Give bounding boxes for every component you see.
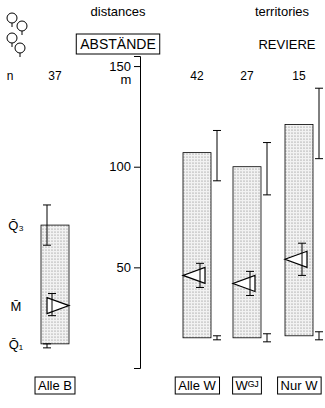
- error-bar-cap: [315, 158, 323, 159]
- error-bar-cap: [263, 341, 271, 342]
- error-bar-cap: [298, 275, 306, 276]
- category-label: Wᴳᴶ: [236, 378, 259, 393]
- error-bar: [213, 336, 221, 340]
- annotation: REVIERE: [258, 37, 315, 52]
- error-bar-line: [217, 336, 218, 340]
- error-bar-cap: [43, 347, 51, 348]
- title: ABSTÄNDE: [80, 36, 155, 52]
- error-bar-line: [319, 332, 320, 340]
- error-bar-cap: [48, 293, 56, 294]
- error-bar-cap: [43, 204, 51, 205]
- category-label: Alle W: [178, 378, 216, 393]
- stat-label: M̄: [11, 299, 22, 314]
- stat-label: Q̄₃: [8, 218, 23, 233]
- error-bar-cap: [315, 88, 323, 89]
- category-label: Alle B: [38, 378, 72, 393]
- median-marker: [47, 298, 69, 314]
- label-box: [233, 377, 262, 394]
- error-bar: [315, 88, 323, 158]
- tick-mark: [134, 66, 140, 67]
- error-bar: [43, 205, 51, 245]
- annotation: n: [7, 69, 14, 83]
- error-bar-line: [319, 88, 320, 158]
- label-box: [35, 377, 75, 394]
- tick-mark: [134, 267, 140, 268]
- error-bar-line: [302, 243, 303, 275]
- error-bar-line: [217, 130, 218, 180]
- error-bar: [246, 271, 254, 295]
- error-bar: [315, 332, 323, 340]
- error-bar-cap: [263, 142, 271, 143]
- error-bar: [213, 130, 221, 180]
- tick: 100: [109, 159, 140, 174]
- category-label: Nur W: [281, 378, 319, 393]
- label-box: [175, 377, 219, 394]
- error-bar-cap: [298, 243, 306, 244]
- median-marker: [183, 267, 205, 283]
- plot-area: [41, 88, 323, 348]
- tick-label: 50: [117, 260, 131, 275]
- error-bar-cap: [213, 130, 221, 131]
- tick-label: 100: [109, 159, 131, 174]
- error-bar-line: [267, 143, 268, 195]
- tree-icon: [7, 13, 17, 23]
- n-label: 27: [240, 69, 254, 83]
- tree-icon: [22, 31, 23, 35]
- error-bar: [298, 243, 306, 275]
- tree-icon: [17, 21, 27, 31]
- error-bar: [48, 294, 56, 316]
- error-bar-cap: [196, 287, 204, 288]
- error-bar: [196, 263, 204, 287]
- tree-icon: [20, 53, 21, 57]
- box: [285, 124, 313, 335]
- n-label: 15: [292, 69, 306, 83]
- tick-mark: [134, 167, 140, 168]
- tree-icon: [12, 23, 13, 27]
- label-box: [278, 377, 322, 394]
- error-bar: [43, 344, 51, 348]
- error-bar-cap: [196, 263, 204, 264]
- title-box: [76, 34, 159, 54]
- tree-icon: [12, 43, 13, 47]
- n-label: 42: [190, 69, 204, 83]
- annotation: territories: [255, 4, 310, 19]
- error-bar: [263, 334, 271, 342]
- box: [41, 225, 69, 344]
- error-bar-cap: [315, 331, 323, 332]
- axis-title: m: [121, 72, 132, 87]
- error-bar-cap: [315, 339, 323, 340]
- chart: distances ABSTÄNDE territories REVIERE n 37 42…: [0, 0, 325, 408]
- error-bar-cap: [43, 343, 51, 344]
- error-bar-line: [52, 294, 53, 316]
- n-label: 37: [48, 69, 62, 83]
- axis-line: [134, 57, 141, 369]
- stat-label: Q̄₁: [9, 337, 24, 352]
- tree-icon: [7, 33, 17, 43]
- error-bar-cap: [213, 339, 221, 340]
- error-bar-cap: [48, 315, 56, 316]
- error-bar-cap: [246, 271, 254, 272]
- tick: 50: [117, 260, 140, 275]
- error-bar-line: [47, 344, 48, 348]
- error-bar-line: [47, 205, 48, 245]
- error-bar-cap: [263, 333, 271, 334]
- tree-icon: [7, 13, 27, 57]
- tree-icon: [15, 43, 25, 53]
- error-bar-cap: [246, 295, 254, 296]
- error-bar-cap: [263, 194, 271, 195]
- subtitle: distances: [91, 4, 146, 19]
- y-axis: 50100150: [109, 57, 140, 369]
- error-bar-line: [267, 334, 268, 342]
- error-bar-line: [250, 271, 251, 295]
- error-bar-cap: [213, 335, 221, 336]
- error-bar-cap: [213, 180, 221, 181]
- error-bar-line: [200, 263, 201, 287]
- box: [233, 167, 261, 338]
- error-bar-cap: [43, 245, 51, 246]
- median-marker: [233, 275, 255, 291]
- box: [183, 153, 211, 338]
- error-bar: [263, 143, 271, 195]
- median-marker: [285, 251, 307, 267]
